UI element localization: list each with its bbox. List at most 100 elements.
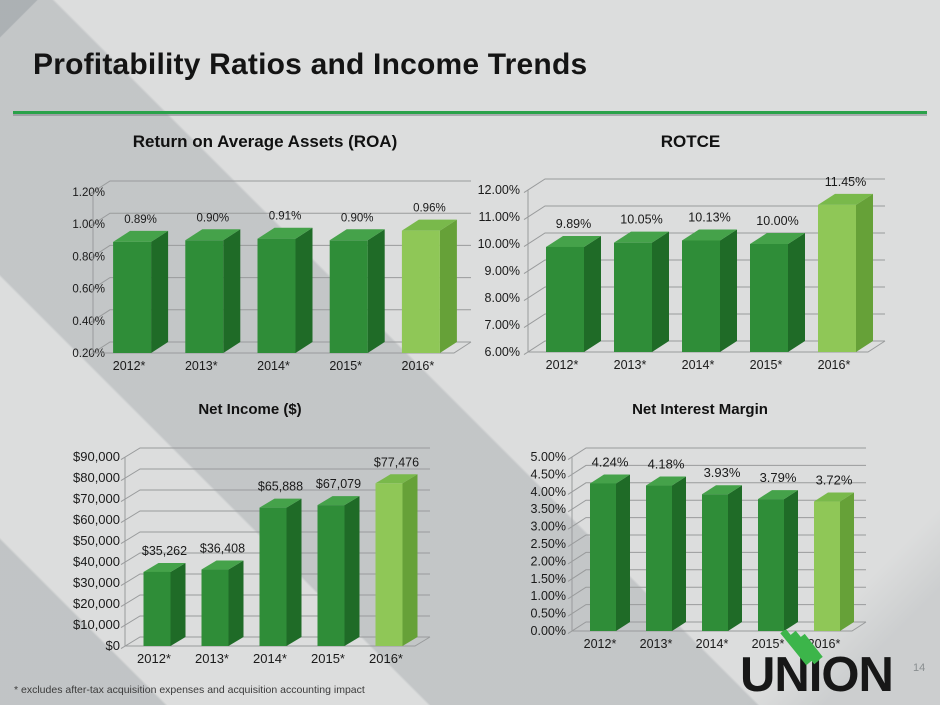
bars: 4.24% 4.18% 3.93% 3.79% 3.72% (590, 454, 854, 631)
x-tick-label: 2013* (185, 359, 218, 373)
y-tick-label: 6.00% (485, 345, 520, 359)
value-label: 10.13% (688, 210, 730, 224)
y-tick-label: 9.00% (485, 264, 520, 278)
gridline (567, 482, 866, 495)
y-tick-label: $70,000 (73, 491, 120, 506)
chart-net-income: Net Income ($) $90,000 $80,000 $70,000 $60,… (40, 396, 460, 678)
value-label: 0.90% (341, 212, 374, 224)
bar-2012 (113, 230, 169, 353)
bar-front-face (143, 571, 171, 646)
chart-rotce: ROTCE 12.00% 11.00% 10.00% 9.00% 8.00% 7.00% 6… (468, 128, 913, 397)
y-tick-label: 0.60% (72, 284, 105, 296)
x-tick-label: 2015* (329, 359, 362, 373)
bar-2016 (401, 219, 457, 353)
slide-title: Profitability Ratios and Income Trends (33, 48, 588, 81)
bar-top-face (814, 492, 854, 502)
y-tick-label: $90,000 (73, 449, 120, 464)
value-label: 0.90% (196, 212, 229, 224)
y-tick-label: 4.50% (531, 467, 566, 481)
y-tick-label: 7.00% (485, 318, 520, 332)
logo-n-stripes-icon (780, 630, 823, 666)
y-tick-label: 8.00% (485, 291, 520, 305)
bar-top-face (682, 229, 737, 241)
bar-side-face (228, 560, 244, 646)
bar-side-face (151, 230, 169, 353)
bar-side-face (402, 474, 418, 646)
bar-front-face (201, 569, 229, 646)
bar-side-face (584, 235, 601, 352)
bar-side-face (295, 227, 313, 353)
bar-2014 (259, 498, 302, 646)
bar-2013 (646, 476, 686, 631)
bar-front-face (257, 238, 296, 353)
gridlines (88, 180, 471, 357)
bar-top-face (401, 219, 457, 231)
y-axis-labels: $90,000 $80,000 $70,000 $60,000 $50,000 $40,0… (73, 449, 120, 653)
y-tick-label: $80,000 (73, 470, 120, 485)
chart-canvas-roa: 1.20% 1.00% 0.80% 0.60% 0.40% 0.20% 0.89% 0.90%… (72, 180, 472, 373)
x-tick-label: 2016* (818, 358, 851, 372)
bar-2014 (257, 227, 313, 353)
bar-2016 (814, 492, 854, 631)
x-tick-label: 2013* (640, 637, 673, 651)
bar-top-face (750, 233, 805, 244)
chart-title-roa: Return on Average Assets (ROA) (132, 132, 398, 151)
y-tick-label: 10.00% (478, 237, 520, 251)
x-tick-label: 2012* (546, 358, 579, 372)
bar-top-face (143, 562, 186, 572)
bar-front-face (185, 240, 224, 353)
bar-top-face (758, 490, 798, 500)
x-tick-label: 2014* (682, 358, 715, 372)
chart-roa: Return on Average Assets (ROA) 1.20% 1.00… (55, 128, 475, 397)
footnote: * excludes after-tax acquisition expense… (14, 684, 365, 696)
bar-side-face (720, 229, 737, 352)
gridline (120, 489, 430, 503)
y-tick-label: 5.00% (531, 450, 566, 464)
gridline (120, 468, 430, 482)
title-divider (13, 111, 927, 114)
bar-2012 (546, 235, 601, 352)
value-label: $65,888 (258, 480, 303, 494)
y-tick-label: 12.00% (478, 183, 520, 197)
y-tick-label: $20,000 (73, 596, 120, 611)
bars: $35,262 $36,408 $65,888 $67,079 $77,476 (142, 455, 419, 646)
y-tick-label: 2.00% (531, 554, 566, 568)
y-tick-label: 0.00% (531, 624, 566, 638)
bar-side-face (367, 229, 385, 353)
x-tick-label: 2012* (113, 359, 146, 373)
value-label: $77,476 (374, 455, 419, 469)
bar-top-face (614, 231, 669, 243)
bar-top-face (185, 229, 241, 241)
y-tick-label: 3.50% (531, 502, 566, 516)
bar-top-face (702, 485, 742, 495)
chart-canvas-net-income: $90,000 $80,000 $70,000 $60,000 $50,000 $40,0… (73, 447, 431, 666)
x-tick-label: 2014* (253, 651, 287, 666)
value-label: $35,262 (142, 544, 187, 558)
bar-2016 (375, 474, 418, 646)
value-label: $67,079 (316, 477, 361, 491)
y-tick-label: 0.20% (72, 348, 105, 360)
bar-front-face (750, 244, 788, 352)
chart-title-net-interest-margin: Net Interest Margin (632, 401, 768, 418)
y-axis-labels: 5.00% 4.50% 4.00% 3.50% 3.00% 2.50% 2.00% 1.50%… (531, 450, 566, 638)
chart-canvas-rotce: 12.00% 11.00% 10.00% 9.00% 8.00% 7.00% 6.00% 9.… (478, 175, 886, 372)
bar-2015 (750, 233, 805, 352)
value-label: 3.72% (816, 473, 853, 488)
x-tick-label: 2016* (402, 359, 435, 373)
x-tick-label: 2014* (257, 359, 290, 373)
x-tick-label: 2016* (808, 637, 841, 651)
y-tick-label: 11.00% (479, 210, 520, 224)
bar-front-face (375, 483, 403, 646)
bar-front-face (702, 494, 728, 631)
union-logo: UNION (740, 630, 894, 698)
y-tick-label: 0.40% (72, 316, 105, 328)
x-tick-label: 2012* (137, 651, 171, 666)
value-label: 0.96% (413, 203, 446, 215)
bar-front-face (317, 505, 345, 646)
bar-top-face (317, 496, 360, 506)
bar-side-face (439, 219, 457, 353)
x-tick-label: 2012* (584, 637, 617, 651)
x-axis-labels: 2012* 2013* 2014* 2015* 2016* (584, 637, 841, 651)
bars: 0.89% 0.90% 0.91% 0.90% 0.96% (113, 203, 457, 353)
gridline (523, 205, 885, 221)
